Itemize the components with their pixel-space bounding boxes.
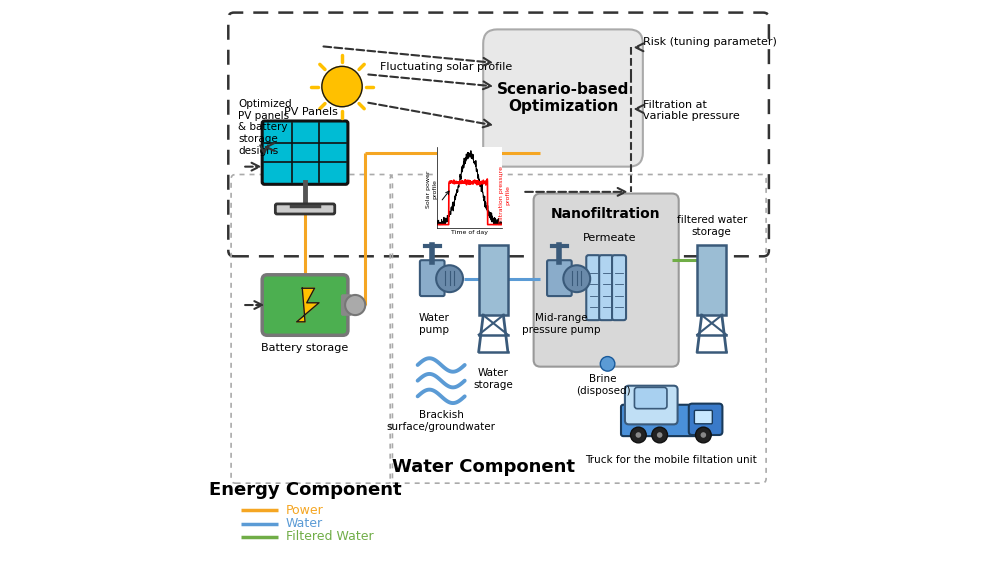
FancyBboxPatch shape xyxy=(586,255,600,320)
FancyBboxPatch shape xyxy=(612,255,626,320)
Circle shape xyxy=(636,432,641,438)
Circle shape xyxy=(652,427,668,443)
Text: Brackish
surface/groundwater: Brackish surface/groundwater xyxy=(387,410,496,432)
FancyBboxPatch shape xyxy=(694,410,712,424)
FancyBboxPatch shape xyxy=(479,245,508,315)
Circle shape xyxy=(563,265,590,292)
Text: Risk (tuning parameter): Risk (tuning parameter) xyxy=(643,37,777,47)
Circle shape xyxy=(701,432,706,438)
Text: Scenario-based
Optimization: Scenario-based Optimization xyxy=(497,82,629,114)
Text: Filtration pressure
profile: Filtration pressure profile xyxy=(499,166,510,223)
FancyBboxPatch shape xyxy=(420,260,445,296)
Text: Brine
(disposed): Brine (disposed) xyxy=(576,374,630,396)
Circle shape xyxy=(322,66,362,107)
Text: Water
storage: Water storage xyxy=(473,368,513,390)
Text: Water Component: Water Component xyxy=(392,458,575,476)
Text: Optimized
PV panels
& battery
storage
designs: Optimized PV panels & battery storage de… xyxy=(238,99,292,155)
Text: filtered water
storage: filtered water storage xyxy=(677,215,747,236)
FancyBboxPatch shape xyxy=(275,204,335,214)
FancyBboxPatch shape xyxy=(625,386,678,425)
FancyBboxPatch shape xyxy=(634,387,667,409)
Polygon shape xyxy=(297,288,319,322)
FancyBboxPatch shape xyxy=(483,29,643,167)
FancyBboxPatch shape xyxy=(689,404,722,435)
Text: Fluctuating solar profile: Fluctuating solar profile xyxy=(380,62,512,73)
FancyBboxPatch shape xyxy=(262,275,348,336)
Text: Solar power
profile: Solar power profile xyxy=(426,171,437,208)
Text: Filtration at
variable pressure: Filtration at variable pressure xyxy=(643,100,740,122)
Text: Permeate: Permeate xyxy=(582,233,636,243)
FancyBboxPatch shape xyxy=(697,245,726,315)
Circle shape xyxy=(696,427,711,443)
Text: Nanofiltration: Nanofiltration xyxy=(551,207,661,221)
FancyBboxPatch shape xyxy=(262,121,348,184)
Text: Mid-range
pressure pump: Mid-range pressure pump xyxy=(522,314,601,335)
FancyBboxPatch shape xyxy=(342,295,351,315)
Circle shape xyxy=(631,427,646,443)
FancyBboxPatch shape xyxy=(547,260,572,296)
Text: Water
pump: Water pump xyxy=(419,314,450,335)
Text: Water: Water xyxy=(286,517,323,530)
Text: Energy Component: Energy Component xyxy=(209,481,401,499)
Text: PV Panels: PV Panels xyxy=(284,106,338,117)
Circle shape xyxy=(436,265,463,292)
Text: Filtered Water: Filtered Water xyxy=(286,530,374,543)
FancyBboxPatch shape xyxy=(599,255,613,320)
Circle shape xyxy=(657,432,662,438)
Text: Power: Power xyxy=(286,503,324,517)
Circle shape xyxy=(345,295,365,315)
Text: Truck for the mobile filtation unit: Truck for the mobile filtation unit xyxy=(585,455,757,465)
Text: Battery storage: Battery storage xyxy=(261,342,349,352)
FancyBboxPatch shape xyxy=(534,194,679,367)
FancyBboxPatch shape xyxy=(621,405,701,436)
Circle shape xyxy=(600,356,615,371)
